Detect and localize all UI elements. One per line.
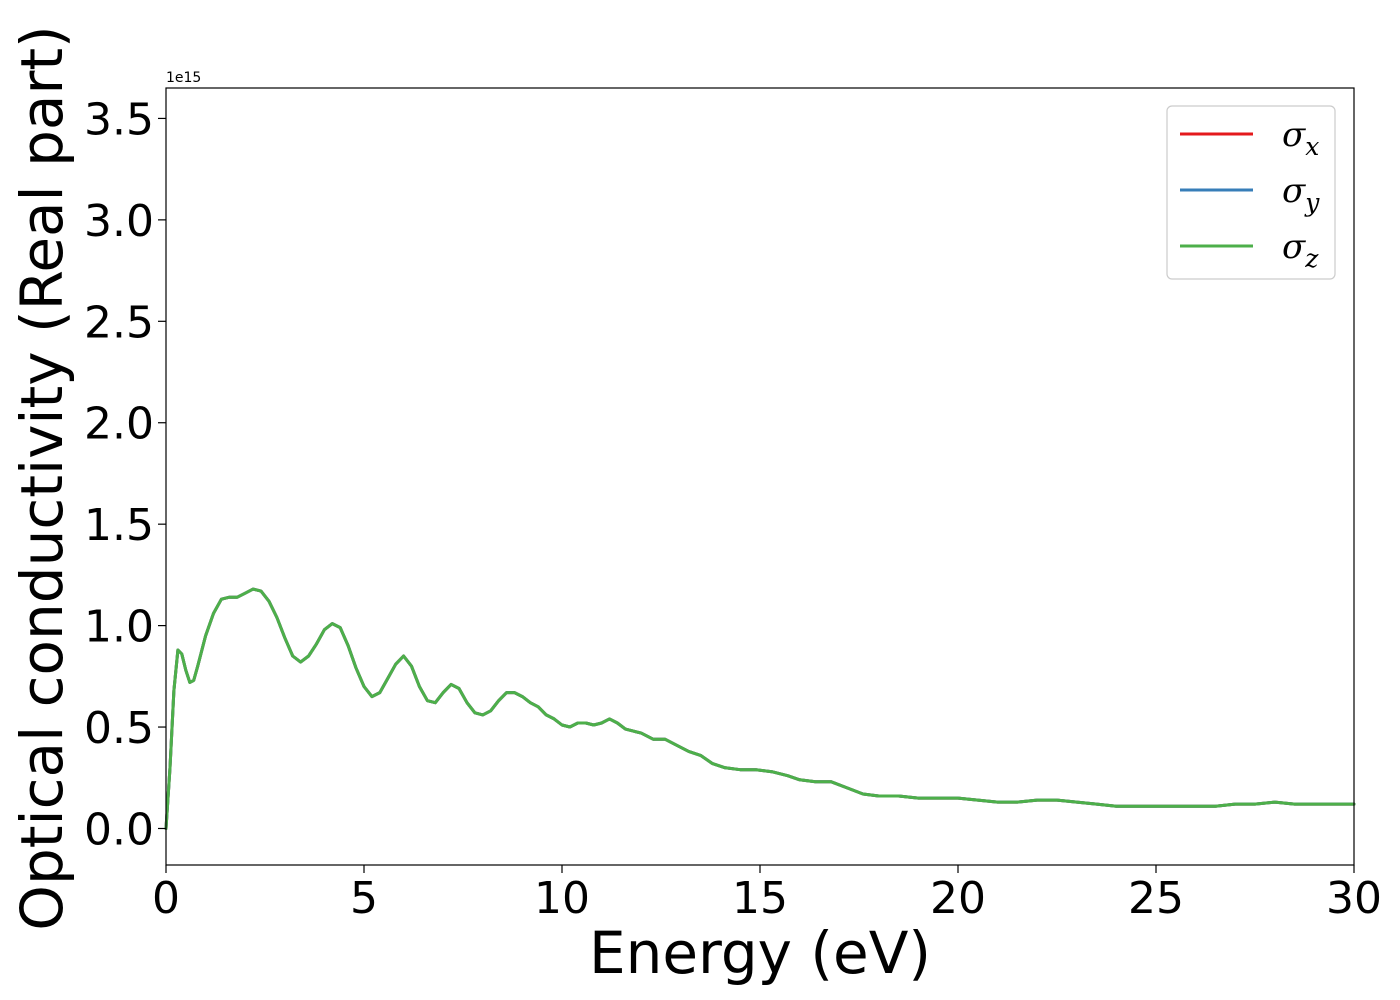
legend-label-z: σz	[1282, 227, 1319, 273]
y-tick-label: 3.5	[84, 94, 154, 145]
x-tick-label: 20	[930, 873, 986, 924]
legend-subscript: z	[1304, 244, 1319, 273]
legend-label-x: σx	[1282, 115, 1319, 161]
legend-subscript: y	[1304, 188, 1320, 217]
x-tick-label: 25	[1128, 873, 1184, 924]
y-tick-label: 2.5	[84, 297, 154, 348]
x-tick-label: 5	[350, 873, 378, 924]
x-tick-label: 15	[732, 873, 788, 924]
y-tick-label: 2.0	[84, 399, 154, 450]
y-tick-label: 1.5	[84, 500, 154, 551]
x-axis-ticks: 0 5 10 15 20 25 30	[152, 865, 1382, 924]
y-tick-label: 0.0	[84, 804, 154, 855]
y-axis-label: Optical conductivity (Real part)	[8, 25, 76, 930]
legend-symbol: σ	[1282, 227, 1306, 267]
y-tick-label: 1.0	[84, 602, 154, 653]
series-layer	[164, 587, 1356, 830]
x-tick-label: 30	[1326, 873, 1382, 924]
y-tick-label: 0.5	[84, 703, 154, 754]
y-tick-label: 3.0	[84, 196, 154, 247]
series-line-z	[164, 587, 1356, 830]
legend-symbol: σ	[1282, 171, 1306, 211]
legend-box	[1166, 105, 1336, 280]
legend-subscript: x	[1305, 132, 1319, 161]
y-axis-ticks: 0.0 0.5 1.0 1.5 2.0 2.5 3.0 3.5	[84, 94, 166, 855]
y-offset-text: 1e15	[166, 70, 201, 86]
x-tick-label: 0	[152, 873, 180, 924]
x-axis-label: Energy (eV)	[589, 919, 931, 987]
legend-symbol: σ	[1282, 115, 1306, 155]
legend-label-y: σy	[1282, 171, 1320, 217]
x-tick-label: 10	[534, 873, 590, 924]
